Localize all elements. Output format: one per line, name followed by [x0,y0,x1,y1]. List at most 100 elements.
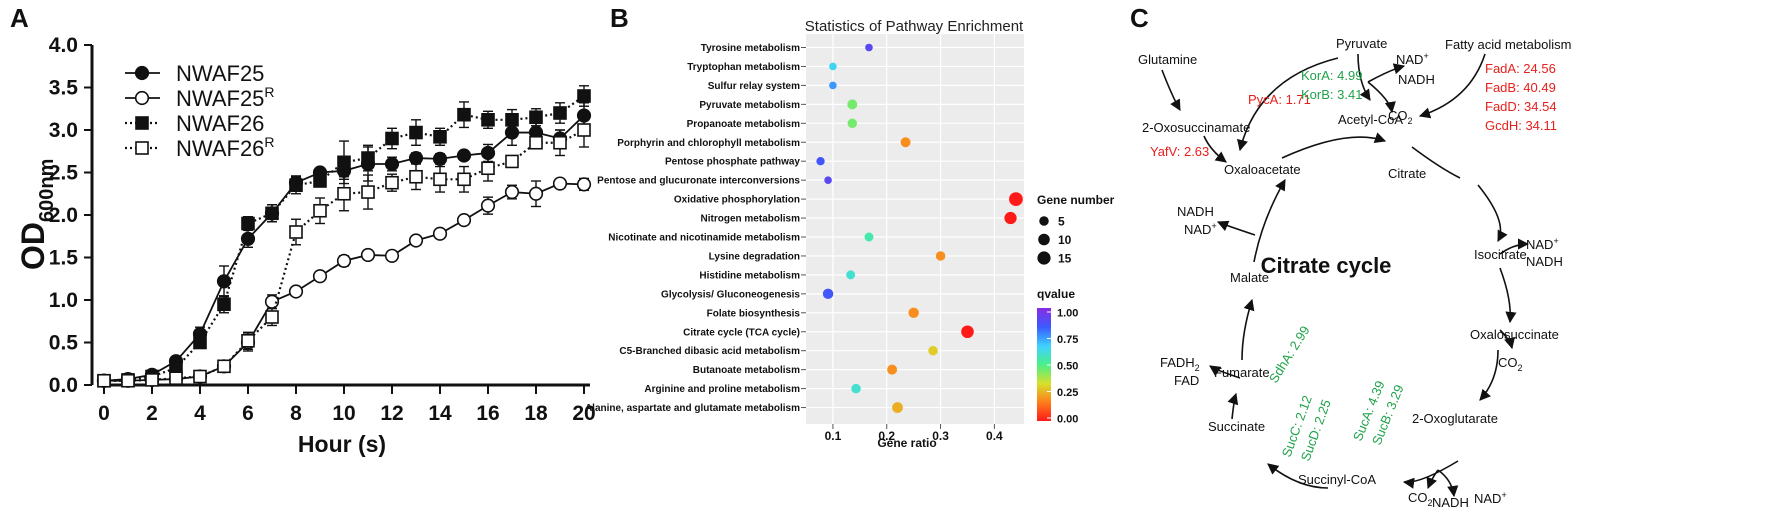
x-tick-label: 0.2 [878,429,895,443]
pathway-label: Arginine and proline metabolism [644,384,800,395]
pathway-row: Oxidative phosphorylation [674,192,1023,206]
x-tick-label: 12 [380,402,403,425]
arrow-fumarate-fadh2 [1209,365,1241,379]
data-point [433,172,447,187]
metabolite-oxaloacetate: Oxaloacetate [1224,162,1301,177]
arrow-cycle-merge [1411,146,1461,179]
data-point [337,186,351,201]
enzyme-kora: KorA: 4.99 [1301,68,1362,83]
pathway-row: Tryptophan metabolism [687,62,837,73]
metabolite-oxoglutarate: 2-Oxoglutarate [1412,411,1498,426]
arrow-oxoglutarate-co2 [1426,469,1439,490]
cofactor-fad: FAD [1174,373,1199,388]
y-tick-label: 2.0 [49,204,78,227]
enrichment-dot [1004,211,1017,225]
panel-a-series [96,85,592,388]
data-point [408,150,424,166]
pathway-label: Oxidative phosphorylation [674,195,800,206]
arrow-fattyacid-acetylcoa [1418,53,1486,119]
data-point [145,373,159,387]
legend-marker [135,141,149,155]
enzyme-yafv: YafV: 2.63 [1150,144,1209,159]
data-point [217,359,231,374]
x-tick-label: 4 [194,402,206,425]
color-legend-title: qvalue [1037,287,1075,301]
data-point [385,131,399,146]
pathway-row: Propanoate metabolism [687,118,858,130]
data-point [480,198,496,213]
y-tick-label: 4.0 [49,34,78,57]
pathway-row: C5-Branched dibasic acid metabolism [619,345,938,357]
pathway-label: Folate biosynthesis [707,308,801,319]
arrow-oxaloacetate-citrate [1281,132,1387,159]
cofactor-nad-malate: NAD+ [1184,221,1217,237]
color-legend-label: 0.25 [1057,387,1078,399]
pathway-row: Lysine degradation [709,251,946,262]
cofactor-nadh-malate: NADH [1177,204,1214,219]
arrow-oxosuccinamate-oxaloacetate [1203,135,1227,163]
enrichment-dot [829,62,837,71]
pathway-label: Nicotinate and nicotinamide metabolism [608,233,800,244]
series-line [104,182,585,382]
pathway-label: Sulfur relay system [708,81,800,92]
enrichment-dot [887,364,898,375]
data-point [265,206,279,221]
pathway-label: Pyruvate metabolism [699,100,800,111]
pathway-row: Nicotinate and nicotinamide metabolism [608,233,874,244]
data-point [577,123,591,137]
legend-marker [134,65,150,81]
enzyme-korb: KorB: 3.41 [1301,87,1362,102]
pathway-row: Pentose phosphate pathway [665,157,825,168]
panel-b-rows: Tyrosine metabolism Tryptophan metabolism… [585,43,1023,414]
pathway-row: Histidine metabolism [699,270,856,281]
pathway-row: Folate biosynthesis [707,307,919,319]
x-tick-label: 18 [524,402,548,425]
y-tick-label: 1.5 [49,247,79,270]
panel-a-label: A [10,3,29,33]
data-point [361,151,375,165]
data-point [385,175,399,190]
arrow-oxoglutarate-succinylcoa [1402,460,1459,489]
pathway-row: Pentose and glucuronate interconversions [597,176,832,187]
series-nwaf26-r [97,112,591,388]
legend-sup: R [264,84,274,100]
enrichment-dot [847,118,858,129]
data-point [289,178,303,193]
metabolite-malate: Malate [1230,270,1269,285]
enrichment-dot [892,402,903,413]
panel-a-x-ticks: 0 2 4 6 8 10 12 14 16 18 20 [98,385,596,425]
legend-label: NWAF26 [176,111,264,136]
arrow-isocitrate-oxalosuccinate [1499,267,1517,324]
x-tick-label: 2 [146,402,158,425]
feeder-arrows [1161,53,1530,498]
panel-c: C [1130,3,1571,510]
arrow-isocitrate-nadh [1499,238,1530,255]
y-tick-label: 3.5 [49,77,79,100]
legend-label: NWAF25R [176,84,275,111]
arrow-co2-pyruvate [1367,81,1396,114]
data-point [384,248,400,263]
data-point [481,113,495,127]
arrow-pyruvate-oxaloacetate [1237,57,1339,152]
data-point [216,274,232,289]
data-point [241,216,255,231]
panel-a: A 0.0 0.5 1.0 1.5 2.0 2.5 3.0 3.5 4.0 0 2 4 6 8 10 12 1… [10,3,596,457]
cofactor-nadh-pyruvate: NADH [1398,72,1435,87]
metabolite-pyruvate: Pyruvate [1336,36,1387,51]
data-point [409,125,423,140]
pathway-row: Sulfur relay system [708,81,837,92]
enrichment-dot [908,307,919,319]
y-label-main: OD [15,222,51,270]
data-point [313,174,327,188]
cofactor-co2-oxoglutarate: CO2 [1408,490,1433,508]
data-point [240,231,256,246]
pathway-label: Porphyrin and chlorophyll metabolism [617,138,800,149]
pathway-row: Butanoate metabolism [693,364,898,376]
arrow-succinate-fumarate [1227,392,1239,420]
enrichment-dot [824,176,832,184]
pathway-label: Pentose phosphate pathway [665,157,800,168]
data-point [505,113,519,127]
pathway-label: Histidine metabolism [699,270,800,281]
